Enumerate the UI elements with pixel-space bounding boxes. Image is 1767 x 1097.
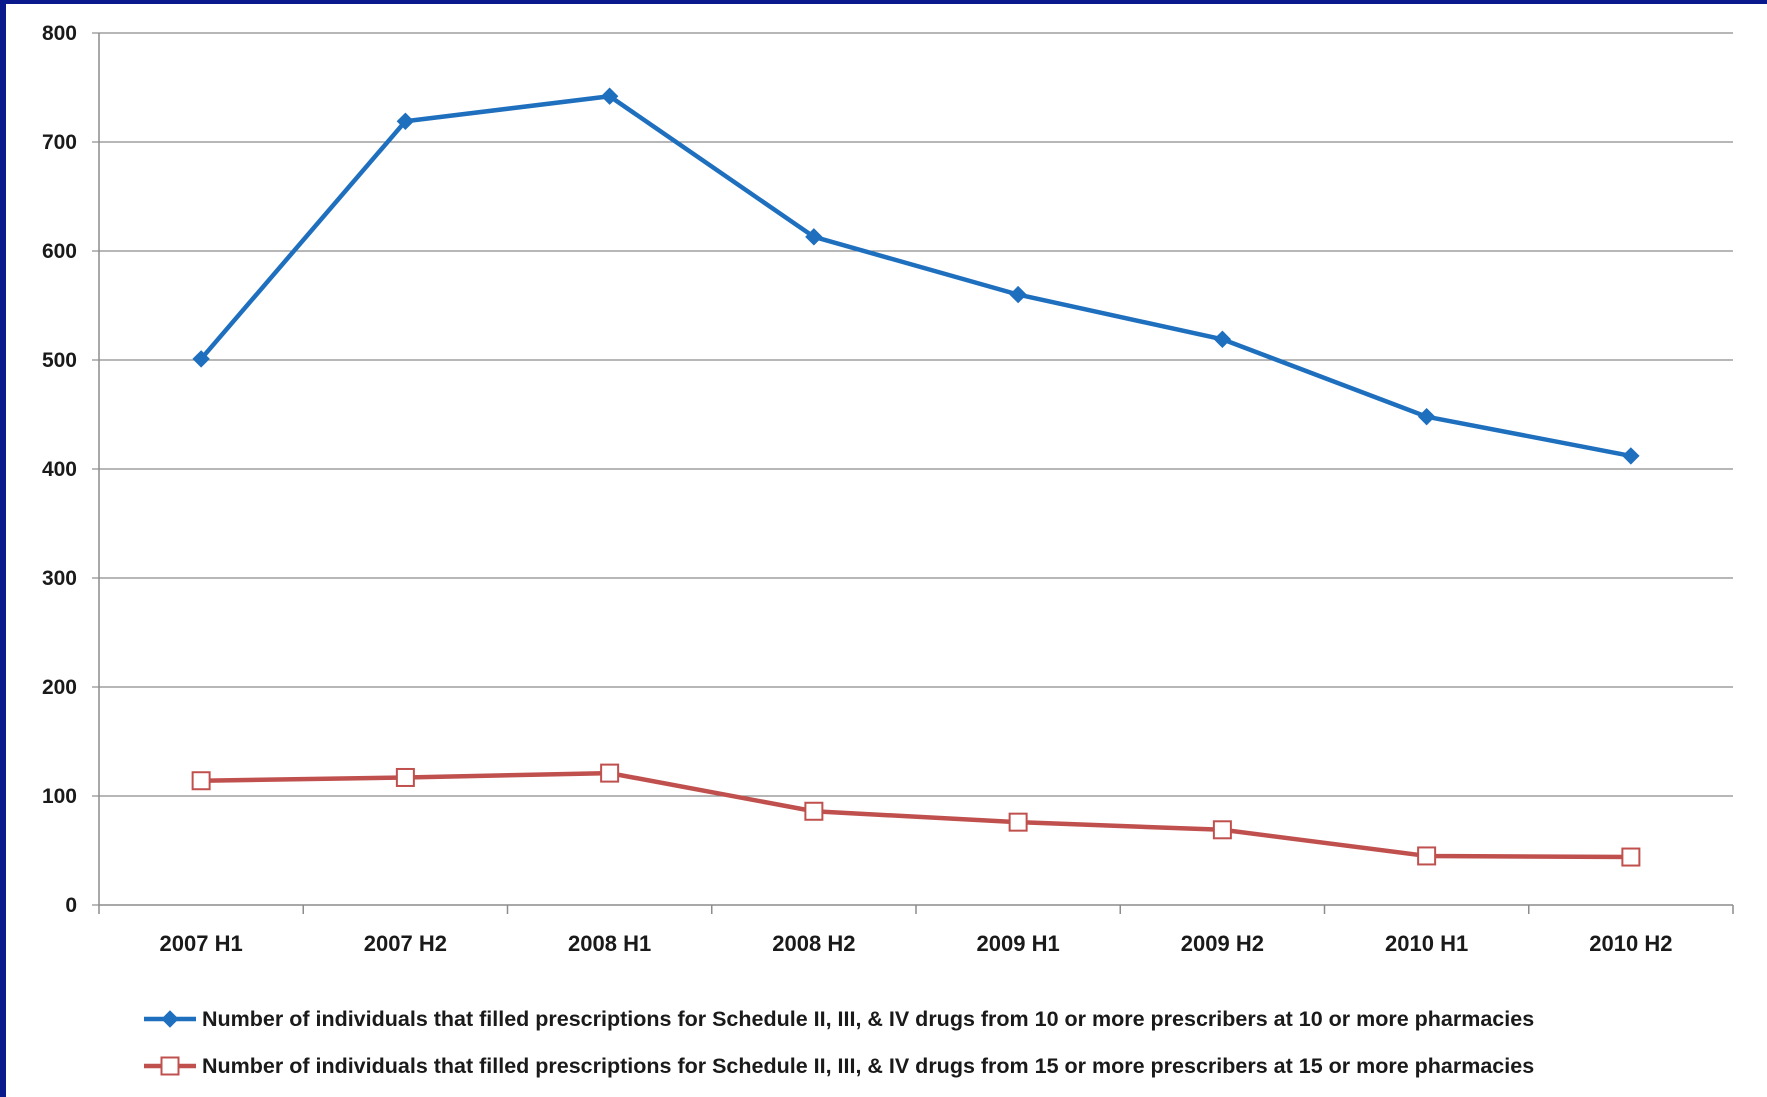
legend-label: Number of individuals that filled prescr… (202, 1007, 1534, 1031)
x-tick-label: 2010 H2 (1589, 931, 1672, 956)
legend-marker (160, 1056, 180, 1076)
y-tick-label: 500 (42, 349, 77, 372)
plot-area (191, 87, 1641, 867)
y-axis: 0 100 200 300 400 500 600 700 800 (42, 22, 100, 917)
x-axis: 2007 H1 2007 H2 2008 H1 2008 H2 2009 H1 2009 … (98, 904, 1734, 956)
y-tick-label: 700 (42, 131, 77, 154)
y-tick-label: 200 (42, 676, 77, 699)
legend-entry-2: Number of individuals that filled prescr… (144, 1054, 1534, 1078)
x-tick-label: 2007 H2 (364, 931, 447, 956)
data-point (1213, 330, 1232, 348)
gridlines (99, 32, 1733, 797)
x-tick-label: 2009 H1 (977, 931, 1060, 956)
y-tick-label: 600 (42, 240, 77, 263)
slide-frame: 0 100 200 300 400 500 600 700 800 2007 H1 2007 H2… (6, 4, 1767, 1097)
data-point (396, 112, 415, 130)
y-tick-label: 800 (42, 22, 77, 45)
data-point (805, 228, 823, 246)
series-1 (192, 87, 1640, 465)
data-point (804, 801, 824, 821)
data-point (600, 763, 620, 783)
y-tick-label: 0 (65, 894, 77, 917)
y-tick-label: 100 (42, 785, 77, 808)
data-point (395, 767, 415, 787)
x-tick-label: 2007 H1 (160, 931, 243, 956)
data-point (191, 771, 211, 791)
x-tick-label: 2008 H1 (568, 931, 651, 956)
data-point (1212, 820, 1232, 840)
data-point (192, 350, 210, 368)
legend-marker (161, 1010, 179, 1028)
legend-entry-1: Number of individuals that filled prescr… (144, 1007, 1534, 1031)
x-tick-label: 2010 H1 (1385, 931, 1468, 956)
y-tick-label: 300 (42, 567, 77, 590)
line-chart: 0 100 200 300 400 500 600 700 800 2007 H1 2007 H2… (42, 22, 1734, 1078)
data-point (1622, 447, 1640, 465)
series-2 (191, 763, 1641, 867)
x-tick-label: 2008 H2 (772, 931, 855, 956)
data-point (1417, 407, 1436, 426)
series-line (199, 93, 1632, 459)
legend-label: Number of individuals that filled prescr… (202, 1054, 1534, 1078)
data-point (600, 87, 619, 105)
data-point (1621, 847, 1641, 867)
legend: Number of individuals that filled prescr… (144, 1007, 1534, 1078)
y-tick-label: 400 (42, 458, 77, 481)
data-point (1009, 285, 1027, 304)
data-point (1417, 846, 1437, 866)
data-point (1008, 812, 1028, 832)
series-line (201, 770, 1631, 860)
x-tick-label: 2009 H2 (1181, 931, 1264, 956)
